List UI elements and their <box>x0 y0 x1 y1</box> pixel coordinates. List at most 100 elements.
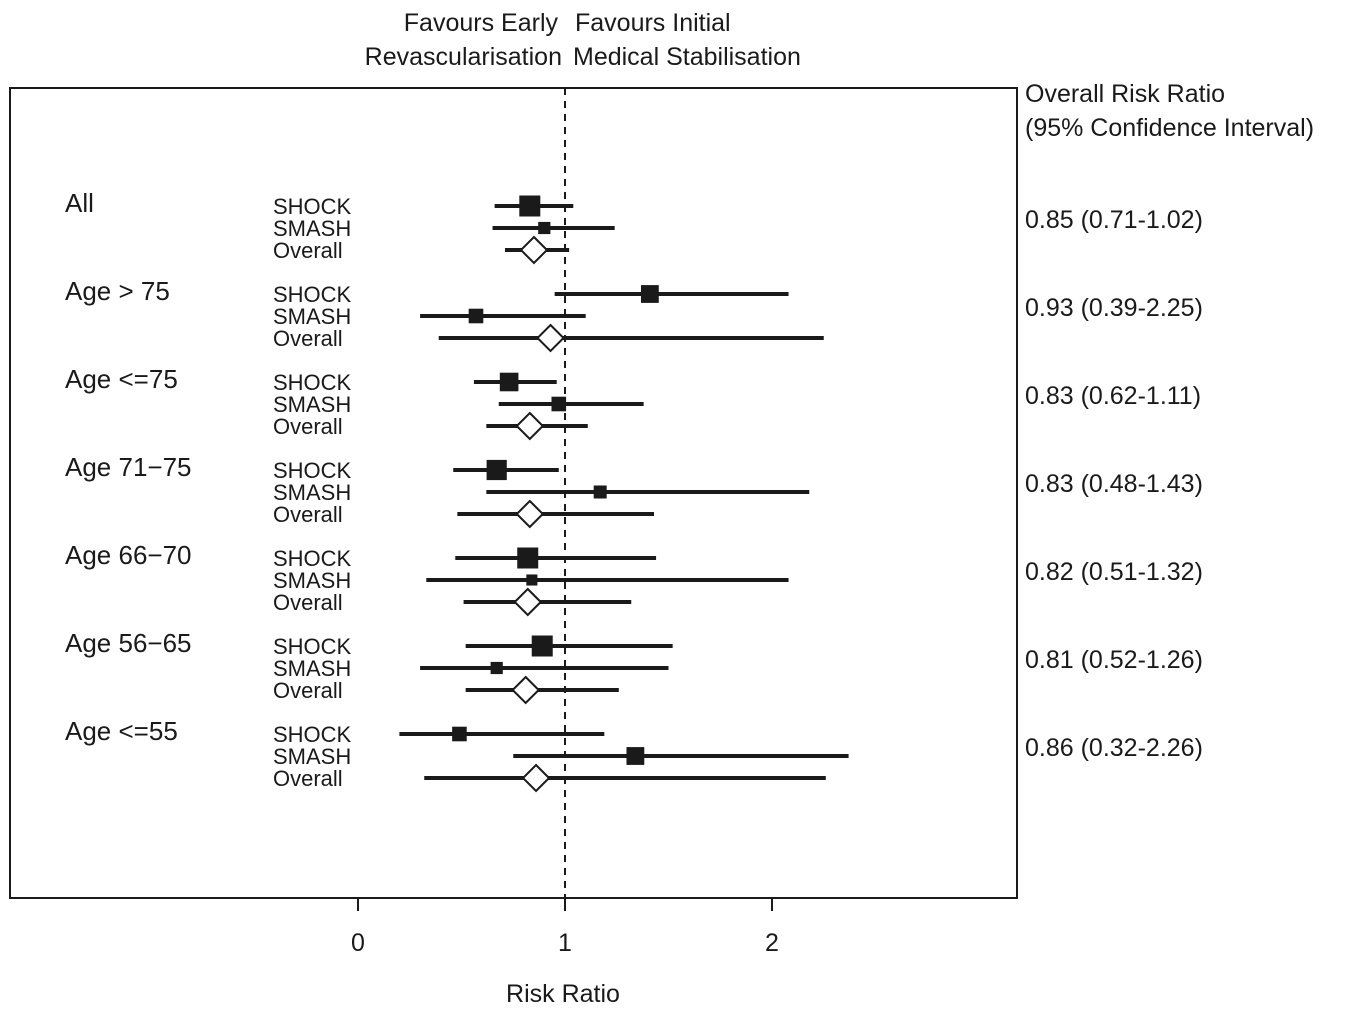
study-row: Overall <box>273 763 826 793</box>
overall-risk-ratio-text: 0.81 (0.52-1.26) <box>1025 646 1203 674</box>
x-axis: 0 1 2 <box>351 897 779 957</box>
subgroup-label: Age 71−75 <box>65 452 192 482</box>
header-right-line-2: Medical Stabilisation <box>573 43 801 71</box>
x-tick-label: 0 <box>351 929 365 957</box>
overall-risk-ratio-text: 0.83 (0.62-1.11) <box>1025 382 1201 410</box>
subgroup-label: Age <=75 <box>65 364 178 394</box>
point-estimate-square <box>531 635 553 657</box>
overall-risk-ratio-text: 0.83 (0.48-1.43) <box>1025 470 1203 498</box>
point-estimate-square <box>526 574 538 586</box>
overall-risk-ratio-text: 0.85 (0.71-1.02) <box>1025 206 1203 234</box>
study-row: Overall <box>273 675 619 705</box>
pooled-estimate-diamond <box>521 763 551 793</box>
study-label: SHOCK <box>273 722 352 747</box>
study-label: SHOCK <box>273 458 352 483</box>
study-label: SMASH <box>273 304 351 329</box>
study-row: SHOCK <box>273 458 559 483</box>
point-estimate-square <box>551 396 567 412</box>
study-row: SHOCK <box>273 282 789 307</box>
pooled-estimate-diamond <box>519 235 549 265</box>
study-label: Overall <box>273 326 343 351</box>
pooled-estimate-diamond <box>511 675 541 705</box>
right-column-header: Overall Risk Ratio (95% Confidence Inter… <box>1025 80 1314 142</box>
subgroup: Age > 75 0.93 (0.39-2.25) SHOCKSMASHOveral… <box>65 276 1203 353</box>
pooled-estimate-diamond <box>536 323 565 353</box>
study-label: SMASH <box>273 392 351 417</box>
subgroup: Age <=75 0.83 (0.62-1.11) SHOCKSMASHOveral… <box>65 364 1201 441</box>
x-axis-label: Risk Ratio <box>506 980 620 1008</box>
study-row: SHOCK <box>273 722 605 747</box>
point-estimate-square <box>468 308 484 324</box>
study-row: SHOCK <box>273 546 657 571</box>
study-row: SMASH <box>273 744 849 769</box>
study-label: SHOCK <box>273 634 352 659</box>
study-row: SHOCK <box>273 194 574 219</box>
study-row: Overall <box>273 587 632 617</box>
point-estimate-square <box>538 221 551 235</box>
overall-risk-ratio-text: 0.82 (0.51-1.32) <box>1025 558 1203 586</box>
subgroup-label: Age > 75 <box>65 276 170 306</box>
overall-risk-ratio-text: 0.86 (0.32-2.26) <box>1025 734 1203 762</box>
header-left-line-1: Favours Early <box>404 9 559 37</box>
point-estimate-square <box>626 747 645 765</box>
study-label: SHOCK <box>273 546 352 571</box>
study-row: SMASH <box>273 568 789 593</box>
point-estimate-square <box>593 485 607 499</box>
subgroup-label: Age <=55 <box>65 716 178 746</box>
study-label: Overall <box>273 766 343 791</box>
right-header-line-1: Overall Risk Ratio <box>1025 80 1225 108</box>
point-estimate-square <box>640 285 659 303</box>
study-label: SMASH <box>273 568 351 593</box>
study-label: Overall <box>273 414 343 439</box>
x-tick-label: 2 <box>765 929 779 957</box>
overall-risk-ratio-text: 0.93 (0.39-2.25) <box>1025 294 1203 322</box>
study-label: Overall <box>273 238 343 263</box>
subgroup: Age 71−75 0.83 (0.48-1.43) SHOCKSMASHOvera… <box>65 452 1203 529</box>
study-label: SHOCK <box>273 370 352 395</box>
study-label: SHOCK <box>273 194 352 219</box>
study-row: SHOCK <box>273 634 673 659</box>
study-label: SMASH <box>273 656 351 681</box>
point-estimate-square <box>517 547 539 569</box>
subgroup-label: Age 66−70 <box>65 540 192 570</box>
subgroup-label: All <box>65 188 94 218</box>
study-row: Overall <box>273 323 824 353</box>
study-row: SMASH <box>273 216 615 241</box>
header-left: Favours Early Revascularisation <box>365 9 562 71</box>
study-row: SMASH <box>273 656 669 681</box>
subgroup: Age 66−70 0.82 (0.51-1.32) SHOCKSMASHOvera… <box>65 540 1203 617</box>
study-row: Overall <box>273 411 588 441</box>
subgroup: Age <=55 0.86 (0.32-2.26) SHOCKSMASHOveral… <box>65 716 1203 793</box>
pooled-estimate-diamond <box>515 411 545 441</box>
study-label: SMASH <box>273 216 351 241</box>
study-row: SMASH <box>273 304 586 329</box>
header-left-line-2: Revascularisation <box>365 43 562 71</box>
subgroup-label: Age 56−65 <box>65 628 192 658</box>
point-estimate-square <box>519 195 541 217</box>
study-row: Overall <box>273 499 655 529</box>
pooled-estimate-diamond <box>515 499 545 529</box>
header-right: Favours Initial Medical Stabilisation <box>573 9 801 71</box>
study-row: SHOCK <box>273 370 557 395</box>
header-right-line-1: Favours Initial <box>575 9 731 37</box>
study-label: Overall <box>273 502 343 527</box>
study-label: Overall <box>273 590 343 615</box>
study-label: SHOCK <box>273 282 352 307</box>
point-estimate-square <box>452 726 467 742</box>
study-row: SMASH <box>273 480 810 505</box>
study-label: SMASH <box>273 744 351 769</box>
study-row: Overall <box>273 235 570 265</box>
point-estimate-square <box>499 372 519 392</box>
study-row: SMASH <box>273 392 644 417</box>
right-header-line-2: (95% Confidence Interval) <box>1025 114 1314 142</box>
x-tick-label: 1 <box>558 929 572 957</box>
point-estimate-square <box>490 661 503 675</box>
subgroup: Age 56−65 0.81 (0.52-1.26) SHOCKSMASHOvera… <box>65 628 1203 705</box>
point-estimate-square <box>486 459 507 481</box>
pooled-estimate-diamond <box>513 587 543 617</box>
study-label: SMASH <box>273 480 351 505</box>
study-label: Overall <box>273 678 343 703</box>
